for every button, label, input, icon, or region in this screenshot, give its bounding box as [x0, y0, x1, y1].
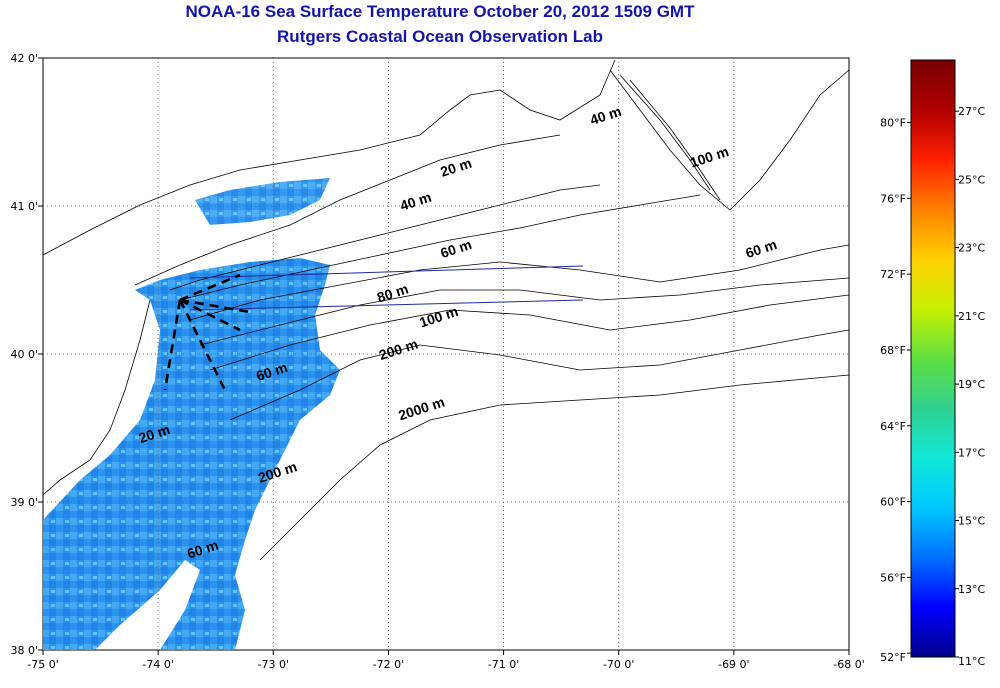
celsius-label: 23°C: [958, 242, 985, 255]
lon-tick-label: -72 0': [373, 658, 405, 671]
fahrenheit-label: 80°F: [880, 117, 906, 130]
transect-3: [179, 298, 241, 332]
fahrenheit-label: 60°F: [880, 496, 906, 509]
fahrenheit-label: 52°F: [880, 651, 906, 664]
track-line-1: [189, 265, 584, 279]
transect-1: [179, 273, 241, 302]
contour-80m: [199, 277, 849, 346]
sst-swath-north: [195, 178, 330, 225]
celsius-label: 17°C: [958, 446, 985, 459]
georges-bank-contours: [619, 74, 721, 201]
transect-4: [178, 299, 227, 391]
transect-5: [163, 299, 182, 391]
coastline-and-contours: [43, 59, 849, 561]
fahrenheit-label: 56°F: [880, 571, 906, 584]
contour-100m: [209, 294, 849, 371]
lon-tick-label: -71 0': [488, 658, 520, 671]
nj-coast: [43, 299, 151, 496]
lon-tick-label: -75 0': [27, 658, 59, 671]
celsius-label: 19°C: [958, 378, 985, 391]
lon-tick-label: -68 0': [833, 658, 865, 671]
satellite-tracks: [189, 265, 584, 311]
lat-tick-label: 41 0': [10, 200, 38, 213]
celsius-label: 13°C: [958, 583, 985, 596]
fahrenheit-label: 68°F: [880, 344, 906, 357]
fahrenheit-label: 76°F: [880, 192, 906, 205]
celsius-label: 15°C: [958, 515, 985, 528]
lat-tick-label: 40 0': [10, 348, 38, 361]
contour-20m: [169, 184, 601, 291]
fahrenheit-label: 72°F: [880, 268, 906, 281]
colorbar: [910, 59, 956, 658]
sst-swath: [43, 258, 340, 650]
contour-200m: [229, 329, 849, 421]
lon-tick-label: -74 0': [142, 658, 174, 671]
map-axes: -75 0' -74 0' -73 0' -72 0' -71 0' -70 0' -69 …: [10, 52, 864, 671]
lat-tick-label: 39 0': [10, 496, 38, 509]
lat-tick-label: 38 0': [10, 644, 38, 657]
map-subtitle: Rutgers Coastal Ocean Observation Lab: [277, 27, 603, 46]
celsius-label: 27°C: [958, 105, 985, 118]
map-grid: [43, 58, 849, 650]
track-line-2: [189, 299, 584, 311]
fahrenheit-label: 64°F: [880, 420, 906, 433]
contour-40m: [179, 194, 701, 301]
celsius-label: 21°C: [958, 310, 985, 323]
long-island-coast: [134, 134, 561, 286]
contour-2000m: [259, 374, 849, 561]
lat-tick-label: 42 0': [10, 52, 38, 65]
transect-2: [179, 298, 251, 314]
lon-tick-label: -70 0': [603, 658, 635, 671]
lon-tick-label: -69 0': [718, 658, 750, 671]
celsius-label: 11°C: [958, 655, 985, 668]
new-england-coast: [43, 59, 616, 256]
shelf-break-shoal: [609, 69, 849, 211]
contour-60m: [189, 244, 849, 321]
celsius-label: 25°C: [958, 173, 985, 186]
colorbar-labels: 11°C 13°C 15°C 17°C 19°C 21°C 23°C 25°C 27°C 52°F…: [880, 105, 985, 668]
map-title: NOAA-16 Sea Surface Temperature October …: [185, 2, 695, 21]
dashed-transects: [163, 273, 251, 391]
lon-tick-label: -73 0': [258, 658, 290, 671]
map-content: [43, 59, 849, 650]
